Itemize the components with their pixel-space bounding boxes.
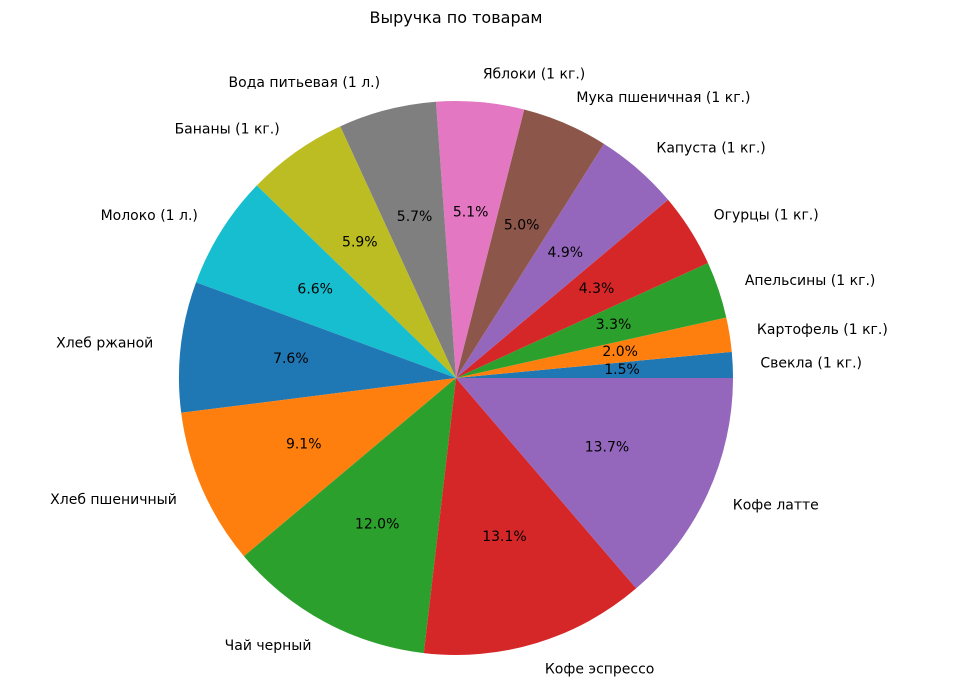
- slice-percent-label: 5.7%: [397, 209, 433, 225]
- slice-percent-label: 6.6%: [297, 282, 333, 298]
- pie-slice: [456, 263, 727, 378]
- slice-percent-label: 5.0%: [504, 217, 540, 233]
- slice-percent-label: 13.1%: [482, 529, 526, 545]
- percent-labels-layer: 1.5% 2.0% 3.3% 4.3% 4.9% 5.0% 5.1% 5.7% 5.9% 6.6%…: [273, 204, 640, 545]
- slice-label: Яблоки (1 кг.): [483, 66, 585, 82]
- pie-slice: [456, 378, 733, 589]
- pie-slice: [256, 126, 456, 378]
- slice-label: Кофе латте: [733, 497, 819, 513]
- slice-label: Молоко (1 л.): [101, 208, 198, 224]
- slices-layer: [178, 101, 734, 655]
- pie-slice: [178, 282, 456, 413]
- pie-slice: [243, 378, 456, 654]
- slice-percent-label: 5.9%: [342, 234, 378, 250]
- slice-label: Бананы (1 кг.): [175, 121, 280, 137]
- pie-slice: [456, 143, 669, 378]
- slice-percent-label: 7.6%: [273, 351, 309, 367]
- slice-label: Хлеб ржаной: [56, 336, 153, 352]
- pie-slice: [340, 101, 456, 378]
- slice-percent-label: 4.3%: [579, 281, 615, 297]
- slice-percent-label: 9.1%: [286, 437, 322, 453]
- pie-slice: [423, 378, 637, 655]
- pie-slice: [181, 378, 456, 557]
- slice-label: Мука пшеничная (1 кг.): [576, 90, 750, 106]
- slice-label: Свекла (1 кг.): [760, 356, 862, 372]
- slice-label: Хлеб пшеничный: [50, 492, 177, 508]
- pie-slice: [456, 109, 604, 379]
- slice-percent-label: 13.7%: [585, 439, 629, 455]
- pie-slice: [456, 199, 708, 378]
- labels-layer: Свекла (1 кг.) Картофель (1 кг.) Апельсины…: [50, 66, 888, 677]
- slice-percent-label: 2.0%: [602, 344, 638, 360]
- pie-slice: [456, 351, 734, 378]
- pie-slice: [435, 101, 525, 378]
- pie-slice: [196, 185, 457, 378]
- slice-percent-label: 1.5%: [604, 362, 640, 378]
- pie-slice: [456, 317, 732, 378]
- slice-percent-label: 12.0%: [355, 516, 399, 532]
- slice-percent-label: 5.1%: [453, 204, 489, 220]
- slice-label: Вода питьевая (1 л.): [229, 75, 381, 91]
- slice-percent-label: 4.9%: [548, 245, 584, 261]
- slice-label: Картофель (1 кг.): [757, 322, 888, 338]
- slice-label: Капуста (1 кг.): [656, 140, 765, 156]
- slice-label: Апельсины (1 кг.): [745, 273, 876, 289]
- chart-title: Выручка по товарам: [370, 8, 543, 27]
- slice-percent-label: 3.3%: [596, 317, 632, 333]
- slice-label: Огурцы (1 кг.): [714, 207, 819, 223]
- slice-label: Чай черный: [225, 638, 312, 654]
- slice-label: Кофе эспрессо: [545, 661, 655, 677]
